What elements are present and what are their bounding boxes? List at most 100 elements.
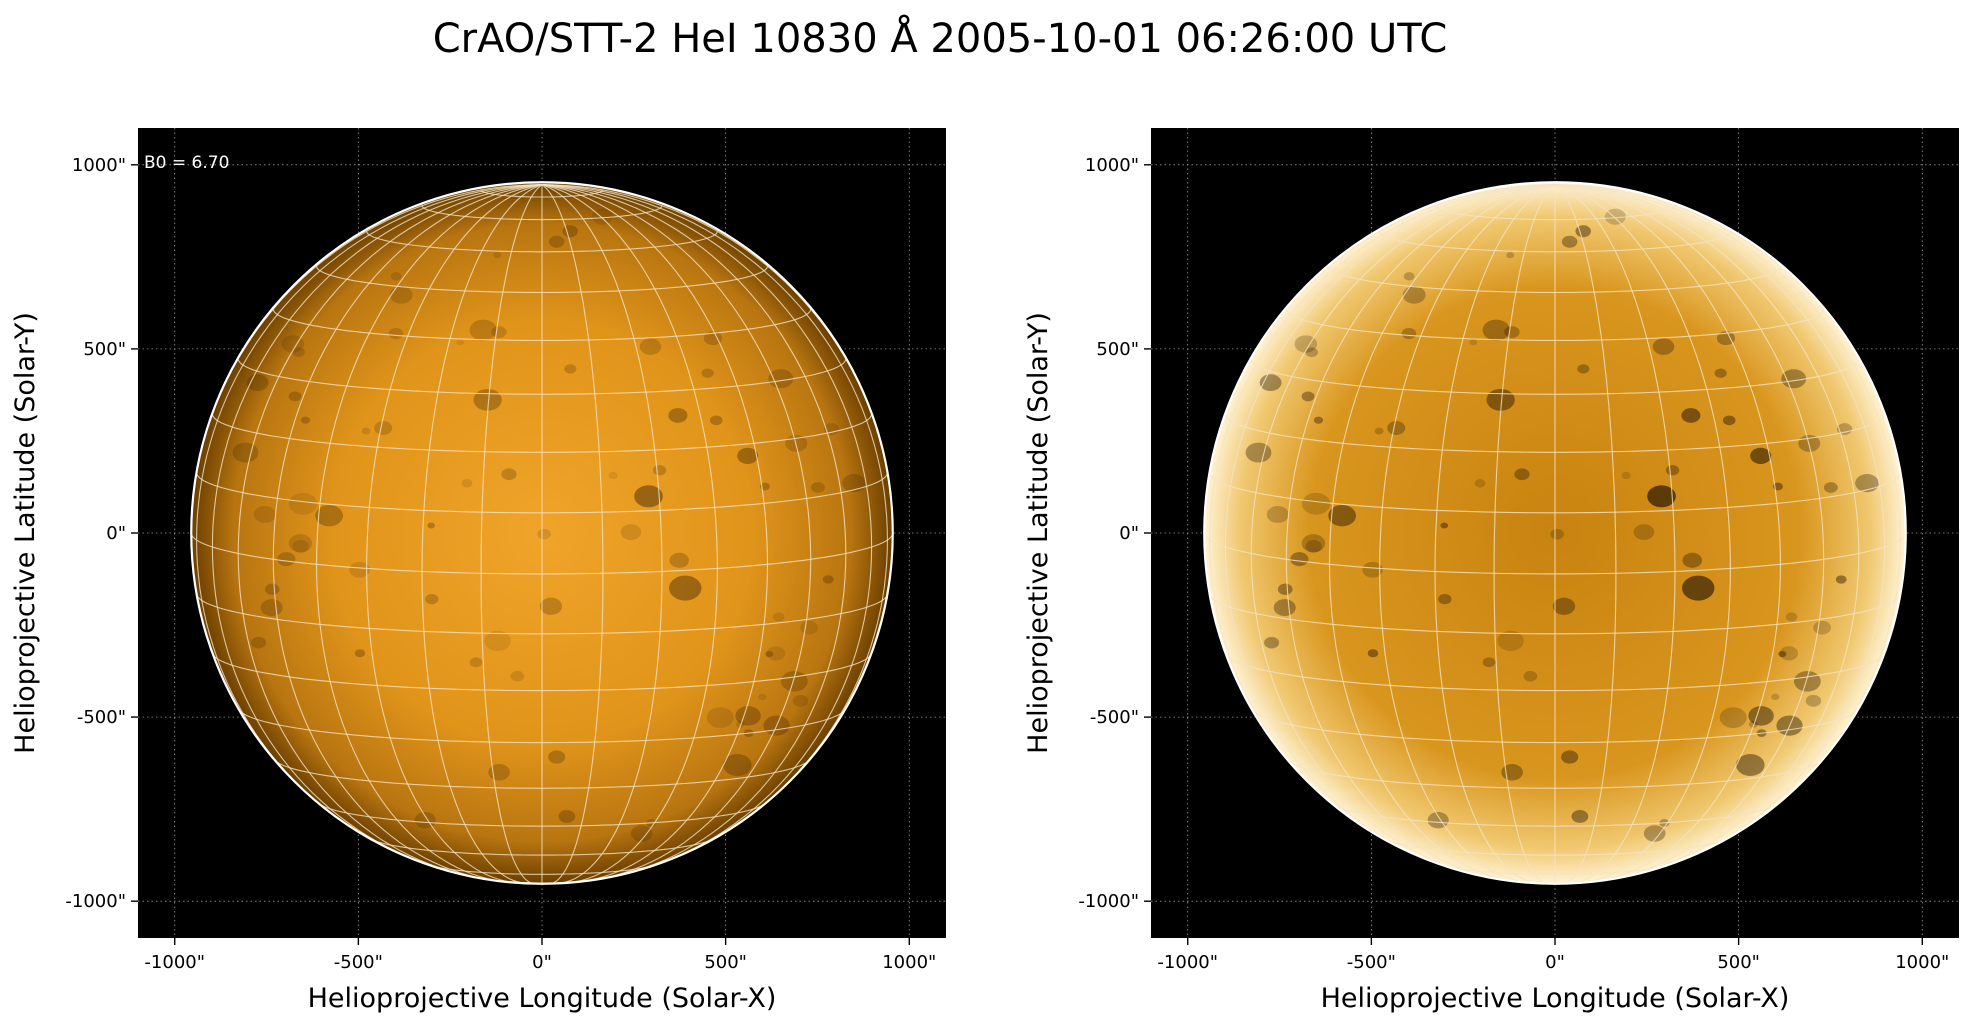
dark-feature bbox=[772, 612, 785, 622]
dark-feature bbox=[1290, 552, 1309, 567]
y-tick-label: 0" bbox=[1119, 523, 1139, 544]
dark-feature bbox=[251, 636, 267, 649]
x-tick-label: 500" bbox=[704, 952, 747, 973]
dark-feature bbox=[639, 338, 662, 355]
parallel-line bbox=[1285, 309, 1825, 341]
dark-feature bbox=[1469, 339, 1478, 346]
dark-feature bbox=[723, 754, 752, 776]
dark-feature bbox=[1643, 825, 1666, 842]
dark-feature bbox=[1294, 335, 1318, 353]
dark-feature bbox=[1504, 326, 1520, 338]
y-tick-label: 500" bbox=[1096, 339, 1139, 360]
y-tick-label: 1000" bbox=[72, 155, 126, 176]
dark-feature bbox=[1497, 630, 1524, 652]
x-tick-label: 500" bbox=[1717, 952, 1760, 973]
dark-feature bbox=[456, 339, 465, 346]
parallel-line bbox=[1209, 594, 1901, 635]
dark-feature bbox=[1523, 670, 1538, 682]
dark-feature bbox=[488, 763, 510, 781]
parallel-line bbox=[1225, 653, 1885, 692]
y-tick-label: -500" bbox=[77, 707, 126, 728]
parallel-line bbox=[315, 265, 769, 294]
dark-feature bbox=[260, 599, 283, 617]
dark-feature bbox=[1785, 612, 1798, 622]
dark-feature bbox=[792, 694, 809, 707]
dark-feature bbox=[548, 235, 565, 248]
dark-feature bbox=[1781, 369, 1807, 389]
parallel-line bbox=[370, 838, 714, 856]
dark-feature bbox=[1682, 575, 1715, 601]
dark-feature bbox=[232, 442, 259, 463]
x-tick-label: -1000" bbox=[1157, 952, 1218, 973]
dark-feature bbox=[1301, 492, 1331, 515]
dark-feature bbox=[414, 812, 436, 829]
parallel-line bbox=[421, 205, 663, 221]
meridian-line bbox=[1554, 184, 1901, 833]
dark-feature bbox=[780, 671, 808, 692]
dark-feature bbox=[1486, 388, 1515, 411]
dark-feature bbox=[277, 552, 296, 567]
x-tick-label: 0" bbox=[1545, 952, 1565, 973]
dark-feature bbox=[1835, 575, 1847, 584]
dark-feature bbox=[1561, 750, 1579, 764]
parallel-line bbox=[1379, 231, 1731, 253]
y-tick-label: -1000" bbox=[1078, 891, 1139, 912]
meridian-line bbox=[1209, 184, 1556, 833]
dark-feature bbox=[1681, 408, 1701, 423]
meridian-line bbox=[1554, 184, 1886, 870]
dark-feature bbox=[473, 388, 502, 411]
meridian-line bbox=[1493, 184, 1556, 885]
meridian-line bbox=[366, 184, 543, 884]
meridian-line bbox=[1554, 184, 1617, 885]
parallel-line bbox=[1224, 413, 1886, 453]
dark-feature bbox=[822, 575, 834, 584]
meridian-line bbox=[1554, 184, 1782, 883]
right-ylabel: Helioprojective Latitude (Solar-Y) bbox=[1023, 312, 1054, 754]
dark-feature bbox=[1621, 471, 1631, 480]
dark-feature bbox=[288, 391, 302, 402]
dark-feature bbox=[1403, 272, 1415, 281]
dark-feature bbox=[1633, 524, 1655, 541]
dark-feature bbox=[810, 482, 825, 493]
dark-feature bbox=[1482, 319, 1510, 341]
dark-feature bbox=[1328, 504, 1357, 527]
dark-feature bbox=[1506, 252, 1515, 259]
dark-feature bbox=[1313, 416, 1324, 424]
parallel-line bbox=[1383, 838, 1727, 856]
parallel-line bbox=[211, 413, 873, 453]
parallel-line bbox=[274, 759, 810, 789]
dark-feature bbox=[823, 423, 840, 435]
dark-feature bbox=[292, 347, 305, 358]
meridian-line bbox=[541, 184, 663, 884]
dark-feature bbox=[1387, 421, 1406, 435]
meridian-line bbox=[1434, 184, 1556, 884]
dark-feature bbox=[634, 485, 663, 508]
dark-feature bbox=[469, 319, 497, 341]
dark-feature bbox=[1748, 706, 1774, 726]
parallel-line bbox=[190, 532, 894, 575]
right-limb-circle bbox=[1203, 181, 1907, 885]
dark-feature bbox=[558, 809, 576, 823]
dark-feature bbox=[1440, 522, 1449, 529]
meridian-line bbox=[1285, 184, 1556, 882]
dark-feature bbox=[1719, 707, 1747, 728]
dark-feature bbox=[1561, 235, 1578, 248]
dark-feature bbox=[491, 326, 507, 338]
dark-feature bbox=[669, 552, 690, 568]
dark-feature bbox=[608, 471, 618, 480]
figure-title: CrAO/STT-2 HeI 10830 Å 2005-10-01 06:26:… bbox=[433, 14, 1448, 62]
dark-feature bbox=[564, 364, 577, 374]
dark-feature bbox=[1301, 534, 1326, 553]
parallel-line bbox=[1493, 189, 1617, 198]
meridian-line bbox=[1554, 184, 1731, 884]
meridian-line bbox=[541, 184, 604, 885]
dark-feature bbox=[1793, 671, 1821, 692]
parallel-line bbox=[1440, 864, 1670, 875]
dark-feature bbox=[1779, 646, 1799, 661]
dark-feature bbox=[800, 620, 819, 635]
dark-feature bbox=[1750, 447, 1772, 464]
dark-feature bbox=[427, 522, 436, 529]
y-tick-label: 500" bbox=[83, 339, 126, 360]
meridian-line bbox=[541, 184, 812, 882]
meridian-line bbox=[1554, 184, 1825, 882]
